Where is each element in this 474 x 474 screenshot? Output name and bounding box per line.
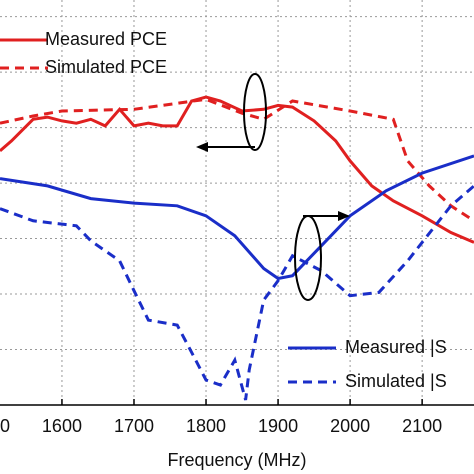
series-line xyxy=(0,97,474,223)
x-tick-label: 1600 xyxy=(42,416,82,436)
legend-label: Simulated |S xyxy=(345,371,447,391)
legend-label: Measured PCE xyxy=(45,29,167,49)
legend-label: Measured |S xyxy=(345,337,447,357)
x-tick-label: 2000 xyxy=(330,416,370,436)
legend: Measured PCE Simulated PCE Measured |S Simu… xyxy=(0,29,447,391)
series-line xyxy=(0,184,474,401)
x-tick-label: 1700 xyxy=(114,416,154,436)
x-tick-label: 2100 xyxy=(402,416,442,436)
lines xyxy=(0,95,474,401)
series-line xyxy=(0,154,474,281)
x-tick-label: 1900 xyxy=(258,416,298,436)
arrow-head xyxy=(338,211,350,221)
x-tick-label: 1800 xyxy=(186,416,226,436)
x-tick-label: 1500 xyxy=(0,416,10,436)
series-line xyxy=(0,95,474,244)
x-axis-label: Frequency (MHz) xyxy=(167,450,306,470)
grid xyxy=(0,0,474,405)
arrow-head xyxy=(196,142,208,152)
annotation-ellipse xyxy=(243,73,267,151)
legend-label: Simulated PCE xyxy=(45,57,167,77)
